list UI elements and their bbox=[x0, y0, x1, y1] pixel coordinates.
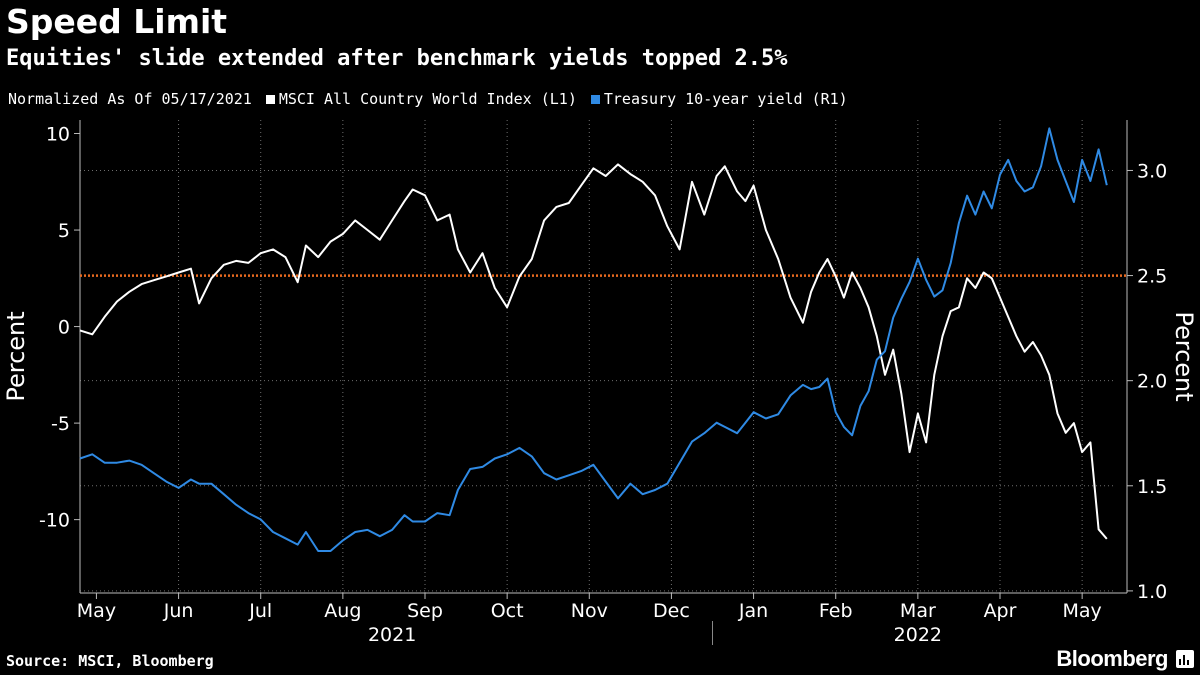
source-note: Source: MSCI, Bloomberg bbox=[6, 652, 214, 670]
legend-normalized: Normalized As Of 05/17/2021 bbox=[8, 90, 252, 108]
x-tick-label: Jun bbox=[163, 600, 194, 622]
legend-treasury-label: Treasury 10-year yield (R1) bbox=[603, 90, 848, 108]
treasury-series-line bbox=[79, 127, 1108, 552]
series-lines bbox=[79, 127, 1127, 552]
left-tick-label: 5 bbox=[58, 220, 70, 242]
tick-labels: 10 5 0 -5 -10 3.0 2.5 2.0 1.5 1.0 May Jun Jul Aug Sep O… bbox=[2, 124, 1198, 646]
x-tick-label: Oct bbox=[491, 600, 524, 622]
legend-treasury-swatch bbox=[590, 94, 600, 104]
chart-subtitle: Equities' slide extended after benchmark… bbox=[6, 46, 788, 71]
year-label: 2022 bbox=[894, 624, 942, 646]
x-tick-label: Jan bbox=[738, 600, 768, 622]
legend-normalized-label: Normalized As Of 05/17/2021 bbox=[8, 90, 252, 108]
x-tick-label: Nov bbox=[571, 600, 608, 622]
legend-msci: MSCI All Country World Index (L1) bbox=[265, 90, 577, 108]
left-tick-label: 10 bbox=[46, 124, 70, 146]
axes bbox=[74, 120, 1133, 645]
bloomberg-logo: Bloomberg bbox=[1056, 646, 1168, 671]
legend-treasury: Treasury 10-year yield (R1) bbox=[590, 90, 848, 108]
right-axis-title: Percent bbox=[1170, 311, 1198, 401]
right-tick-label: 1.5 bbox=[1137, 476, 1167, 498]
right-tick-label: 2.5 bbox=[1137, 266, 1167, 288]
left-axis-title: Percent bbox=[2, 311, 30, 401]
x-tick-label: Aug bbox=[324, 600, 361, 622]
left-tick-label: -10 bbox=[39, 510, 70, 532]
x-tick-label: Feb bbox=[819, 600, 853, 622]
x-tick-label: Mar bbox=[900, 600, 936, 622]
x-tick-label: May bbox=[77, 600, 116, 622]
legend-msci-label: MSCI All Country World Index (L1) bbox=[278, 90, 577, 108]
x-tick-label: Sep bbox=[407, 600, 443, 622]
year-label: 2021 bbox=[368, 624, 416, 646]
x-tick-label: Dec bbox=[653, 600, 690, 622]
x-tick-label: Apr bbox=[984, 600, 1017, 622]
chart-title: Speed Limit bbox=[6, 2, 228, 41]
legend: Normalized As Of 05/17/2021 MSCI All Cou… bbox=[8, 90, 848, 108]
msci-series-line bbox=[79, 163, 1108, 540]
gridlines bbox=[80, 120, 1115, 593]
x-tick-label: Jul bbox=[248, 600, 272, 622]
legend-msci-swatch bbox=[265, 94, 275, 104]
right-tick-label: 1.0 bbox=[1137, 581, 1167, 603]
left-tick-label: 0 bbox=[58, 317, 70, 339]
right-tick-label: 3.0 bbox=[1137, 160, 1167, 182]
left-tick-label: -5 bbox=[51, 413, 70, 435]
right-tick-label: 2.0 bbox=[1137, 371, 1167, 393]
x-tick-label: May bbox=[1063, 600, 1102, 622]
bloomberg-chart-icon bbox=[1176, 650, 1194, 668]
